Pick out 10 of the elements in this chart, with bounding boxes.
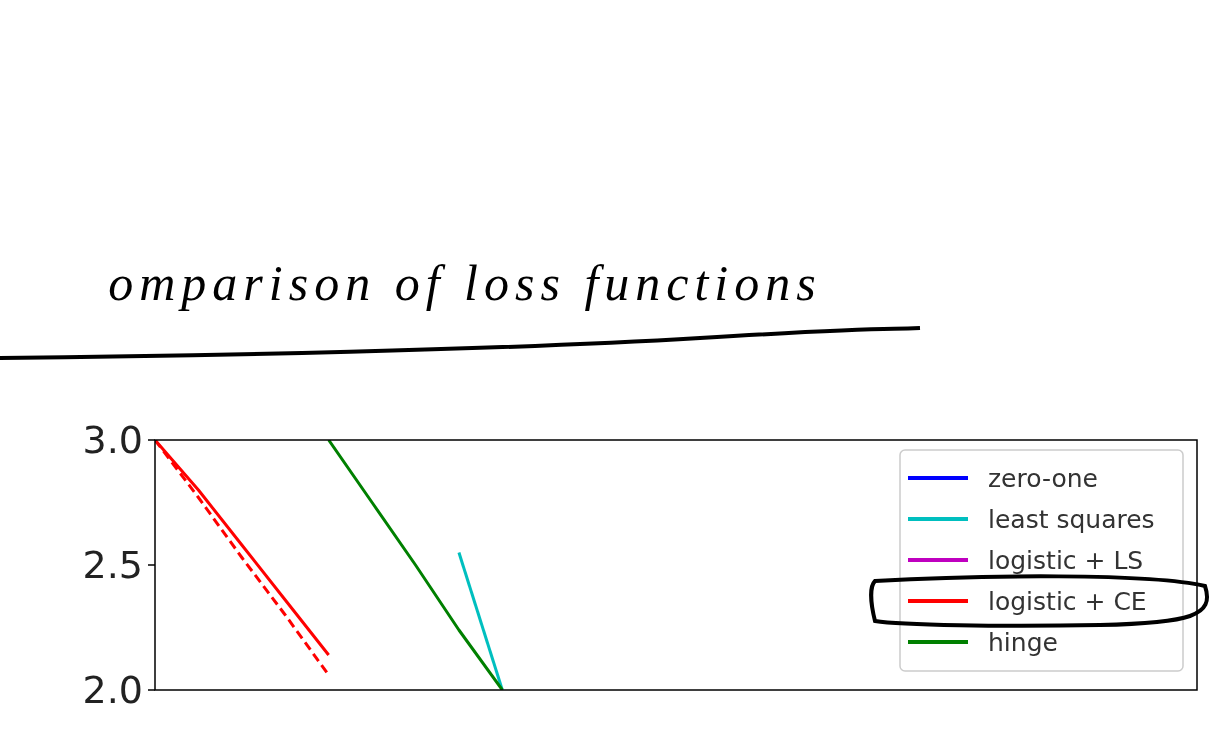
legend-label: hinge [988, 627, 1058, 657]
legend-label: logistic + LS [988, 545, 1144, 575]
y-tick-label: 2.0 [82, 668, 143, 713]
line-series [327, 440, 504, 690]
legend-label: logistic + CE [988, 586, 1147, 616]
y-tick-label: 3.0 [82, 418, 143, 463]
y-tick-label: 2.5 [82, 543, 143, 588]
legend-label: least squares [988, 504, 1155, 534]
chart-title: omparison of loss functions [108, 255, 822, 311]
legend-label: zero-one [988, 463, 1098, 493]
